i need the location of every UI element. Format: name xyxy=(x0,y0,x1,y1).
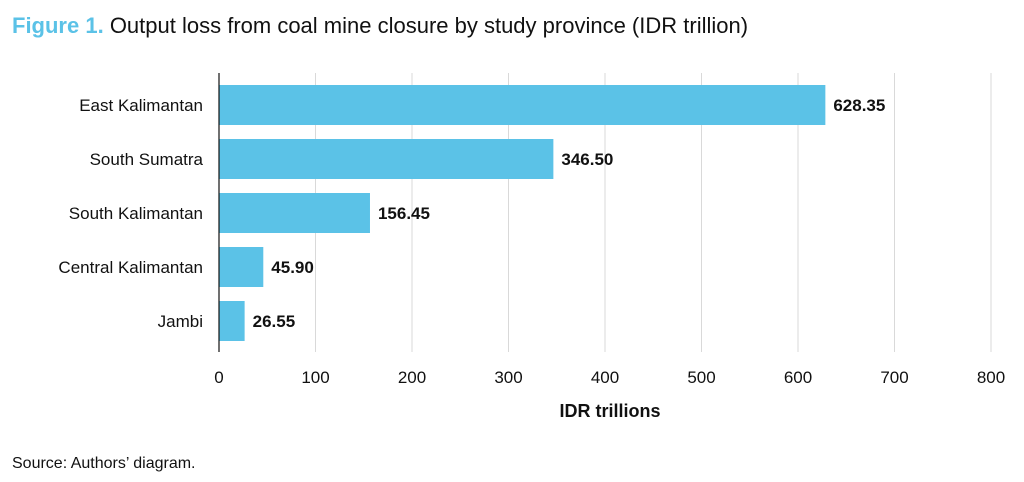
category-label-3: Central Kalimantan xyxy=(58,258,203,277)
data-label-0: 628.35 xyxy=(833,96,885,115)
category-label-0: East Kalimantan xyxy=(79,96,203,115)
category-label-4: Jambi xyxy=(158,312,203,331)
x-tick-label-300: 300 xyxy=(494,368,522,387)
x-tick-label-600: 600 xyxy=(784,368,812,387)
figure-source: Source: Authors’ diagram. xyxy=(12,455,196,472)
bar-4 xyxy=(219,301,245,341)
data-label-4: 26.55 xyxy=(253,312,296,331)
figure-title-text: Output loss from coal mine closure by st… xyxy=(109,13,749,38)
x-tick-label-100: 100 xyxy=(301,368,329,387)
x-tick-label-700: 700 xyxy=(880,368,908,387)
x-axis-title: IDR trillions xyxy=(559,401,660,421)
figure-title: Figure 1. Output loss from coal mine clo… xyxy=(12,9,748,43)
category-label-1: South Sumatra xyxy=(90,150,204,169)
x-tick-label-800: 800 xyxy=(977,368,1005,387)
data-label-3: 45.90 xyxy=(271,258,314,277)
x-tick-label-500: 500 xyxy=(687,368,715,387)
bar-3 xyxy=(219,247,264,287)
x-tick-label-200: 200 xyxy=(398,368,426,387)
data-label-2: 156.45 xyxy=(378,204,430,223)
bar-0 xyxy=(219,85,826,125)
x-tick-label-0: 0 xyxy=(214,368,223,387)
bar-1 xyxy=(219,139,554,179)
bar-2 xyxy=(219,193,370,233)
figure-label: Figure 1. xyxy=(12,13,104,38)
data-label-1: 346.50 xyxy=(561,150,613,169)
x-tick-label-400: 400 xyxy=(591,368,619,387)
category-label-2: South Kalimantan xyxy=(69,204,203,223)
